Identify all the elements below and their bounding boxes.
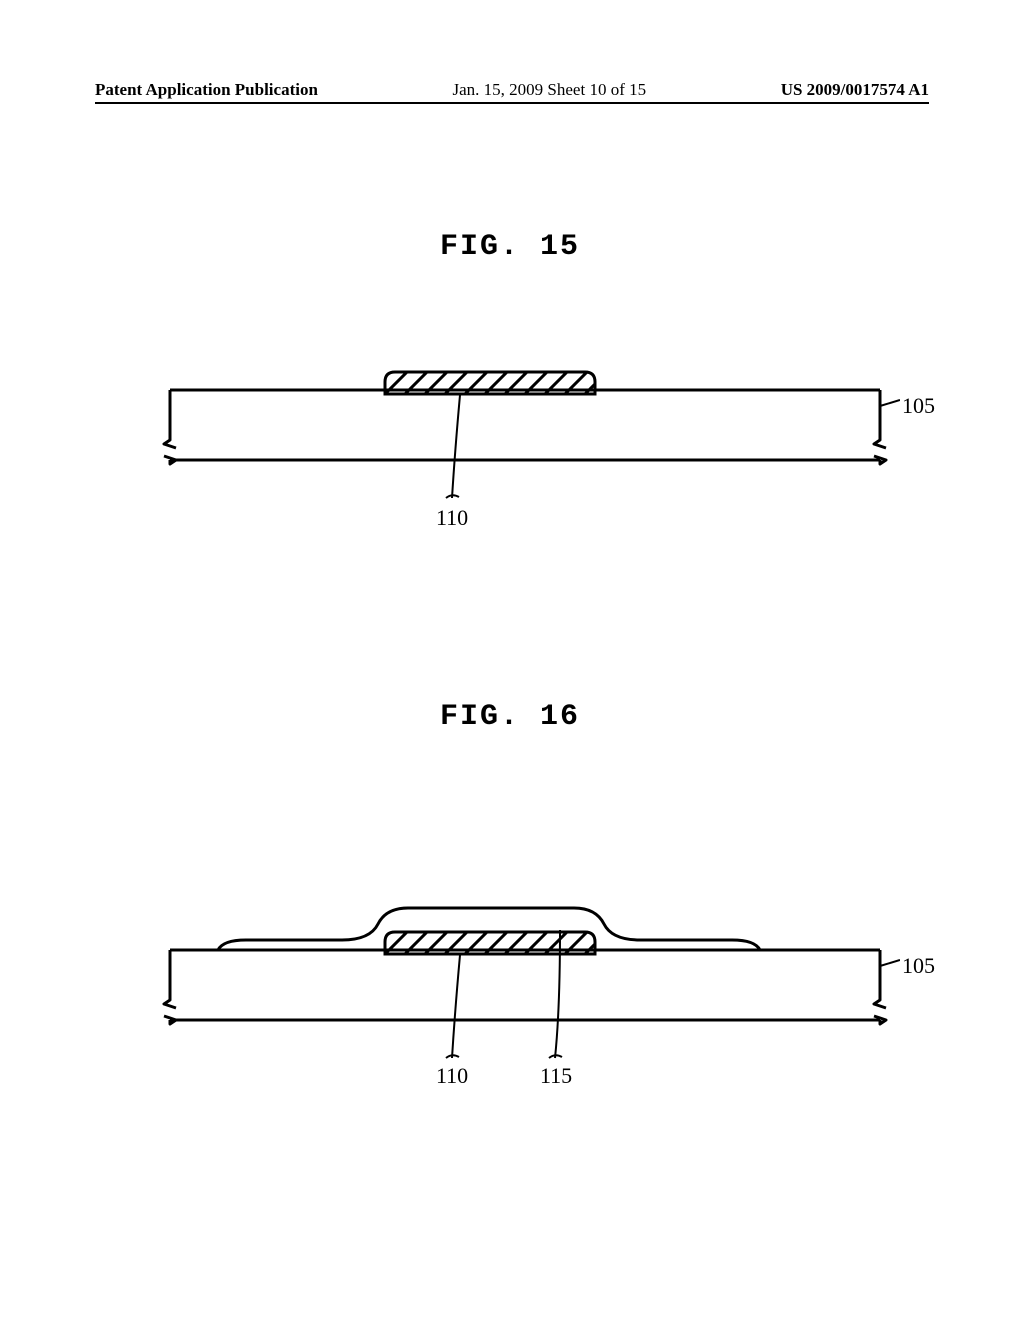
figure-16-label-110: 110	[436, 1063, 468, 1089]
figure-16-label-105: 105	[902, 953, 935, 979]
header-center: Jan. 15, 2009 Sheet 10 of 15	[453, 80, 647, 100]
figure-16-svg	[160, 870, 900, 1090]
header-right: US 2009/0017574 A1	[781, 80, 929, 100]
figure-15-diagram: 110 105	[160, 330, 900, 530]
figure-15-title: FIG. 15	[440, 230, 580, 264]
page-header: Patent Application Publication Jan. 15, …	[95, 80, 929, 104]
figure-15-label-105: 105	[902, 393, 935, 419]
figure-16-diagram: 110 115 105	[160, 870, 900, 1090]
figure-16-title: FIG. 16	[440, 700, 580, 734]
header-left: Patent Application Publication	[95, 80, 318, 100]
figure-15-label-110: 110	[436, 505, 468, 531]
figure-16-label-115: 115	[540, 1063, 572, 1089]
figure-15-svg	[160, 330, 900, 530]
